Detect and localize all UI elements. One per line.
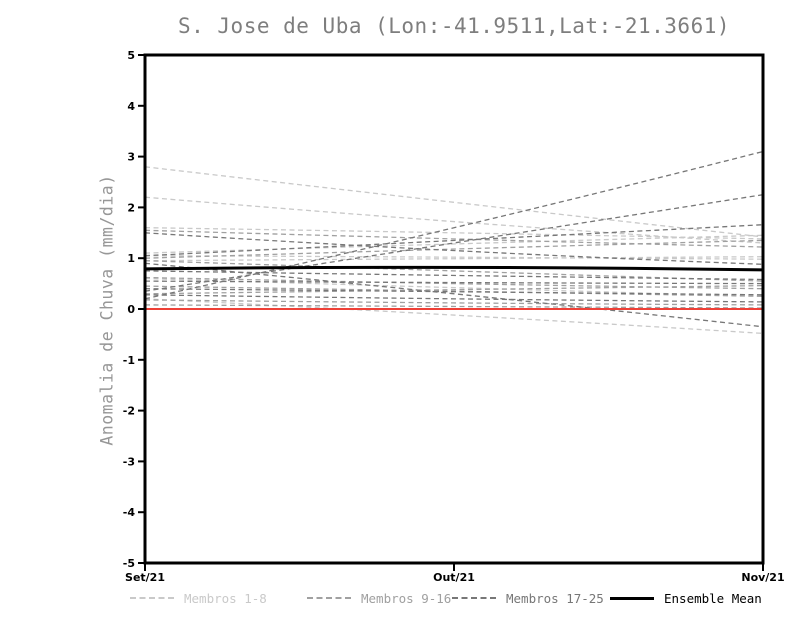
x-tick-label-Nov-21: Nov/21 — [741, 571, 784, 584]
legend-label-membros-17-25: Membros 17-25 — [506, 590, 604, 606]
member-line-group1-3 — [144, 227, 764, 240]
legend-dash-membros-17-25-icon — [452, 597, 496, 599]
legend-dash-membros-9-16-icon — [307, 597, 351, 599]
legend-label-ensemble-mean: Ensemble Mean — [664, 590, 762, 606]
member-line-group3-3 — [144, 194, 764, 292]
member-line-group3-7 — [144, 280, 764, 285]
member-line-group1-8 — [144, 298, 764, 335]
y-tick-label--5: -5 — [123, 557, 135, 570]
y-tick-label-2: 2 — [127, 201, 135, 214]
y-tick-label--1: -1 — [123, 354, 135, 367]
y-tick-label-3: 3 — [127, 151, 135, 164]
member-line-group3-4 — [144, 224, 764, 257]
member-line-group3-2 — [144, 150, 764, 300]
legend-label-membros-9-16: Membros 9-16 — [361, 590, 452, 606]
member-line-group2-8 — [144, 304, 764, 309]
y-tick-label-0: 0 — [127, 303, 135, 316]
legend-item-ensemble-mean: Ensemble Mean — [610, 588, 762, 608]
member-line-group3-6 — [144, 270, 764, 281]
y-tick-label--4: -4 — [123, 506, 136, 519]
chart-title: S. Jose de Uba (Lon:-41.9511,Lat:-21.366… — [177, 14, 730, 38]
member-line-group1-1 — [144, 166, 764, 238]
member-line-group3-5 — [144, 262, 764, 328]
ensemble-mean-line — [144, 265, 764, 272]
member-line-group2-7 — [144, 299, 764, 306]
member-line-group1-4 — [144, 234, 764, 254]
legend-item-membros-9-16: Membros 9-16 — [307, 588, 451, 608]
legend-label-membros-1-8: Membros 1-8 — [184, 590, 267, 606]
y-tick-label-1: 1 — [127, 252, 135, 265]
x-tick-label-Set-21: Set/21 — [125, 571, 165, 584]
legend-item-membros-17-25: Membros 17-25 — [452, 588, 604, 608]
legend: Membros 1-8 Membros 9-16 Membros 17-25 E… — [0, 588, 800, 610]
member-line-group3-8 — [144, 288, 764, 296]
y-tick-label-4: 4 — [127, 100, 135, 113]
member-line-group3-1 — [144, 232, 764, 265]
member-line-group1-6 — [144, 256, 764, 262]
member-line-group1-2 — [144, 196, 764, 244]
y-tick-label--3: -3 — [123, 455, 135, 468]
y-tick-label--2: -2 — [123, 405, 135, 418]
legend-item-membros-1-8: Membros 1-8 — [130, 588, 267, 608]
member-line-group2-1 — [144, 229, 764, 248]
member-line-group2-2 — [144, 239, 764, 259]
legend-line-ensemble-mean-icon — [610, 596, 654, 600]
member-line-group3-9 — [144, 294, 764, 303]
y-tick-label-5: 5 — [127, 49, 135, 62]
member-line-group2-6 — [144, 284, 764, 295]
legend-dash-membros-1-8-icon — [130, 597, 174, 599]
x-tick-label-Out-21: Out/21 — [433, 571, 475, 584]
